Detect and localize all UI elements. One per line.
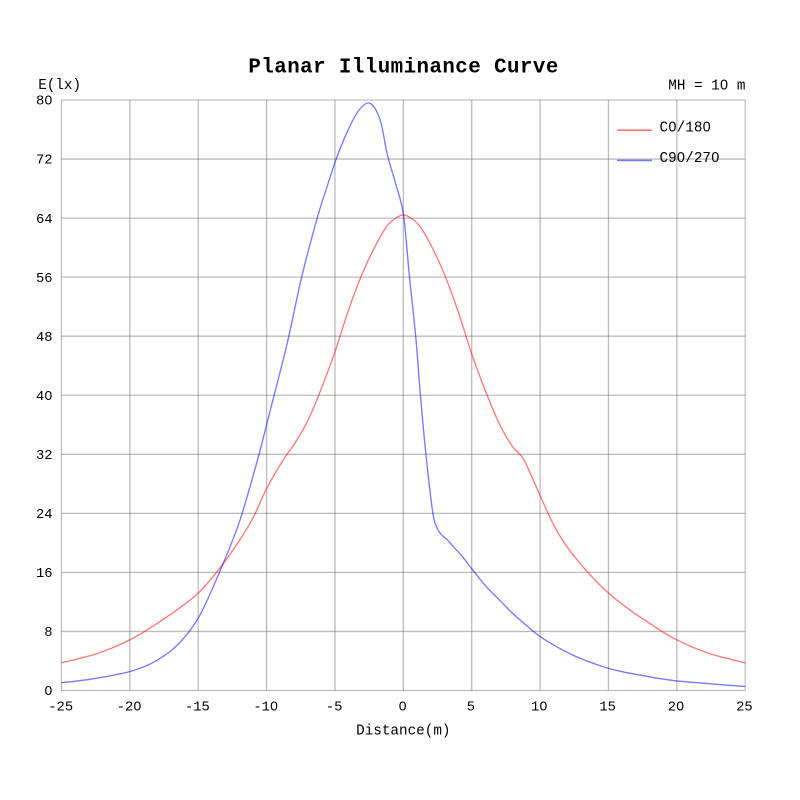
svg-text:20: 20 xyxy=(668,700,685,715)
svg-text:-5: -5 xyxy=(326,700,343,715)
svg-text:72: 72 xyxy=(36,154,53,169)
svg-text:E(lx): E(lx) xyxy=(38,78,81,94)
svg-text:0: 0 xyxy=(398,700,406,715)
svg-text:32: 32 xyxy=(36,449,53,464)
svg-text:40: 40 xyxy=(36,390,53,405)
svg-text:MH = 10 m: MH = 10 m xyxy=(668,78,745,94)
svg-text:10: 10 xyxy=(531,700,548,715)
svg-text:8: 8 xyxy=(44,626,52,641)
svg-text:16: 16 xyxy=(36,567,53,582)
svg-text:Planar Illuminance Curve: Planar Illuminance Curve xyxy=(248,57,558,80)
svg-text:5: 5 xyxy=(467,700,475,715)
svg-text:64: 64 xyxy=(36,213,53,228)
svg-text:24: 24 xyxy=(36,508,53,523)
svg-text:-25: -25 xyxy=(48,700,73,715)
svg-text:-10: -10 xyxy=(253,700,278,715)
svg-text:C90/270: C90/270 xyxy=(660,151,720,167)
svg-text:15: 15 xyxy=(599,700,616,715)
svg-text:56: 56 xyxy=(36,272,53,287)
svg-text:-15: -15 xyxy=(185,700,210,715)
svg-text:48: 48 xyxy=(36,331,53,346)
svg-text:25: 25 xyxy=(736,700,753,715)
svg-text:0: 0 xyxy=(44,685,52,700)
svg-text:80: 80 xyxy=(36,95,53,110)
svg-text:C0/180: C0/180 xyxy=(660,121,711,137)
svg-text:Distance(m): Distance(m) xyxy=(356,723,450,739)
svg-text:-20: -20 xyxy=(117,700,142,715)
